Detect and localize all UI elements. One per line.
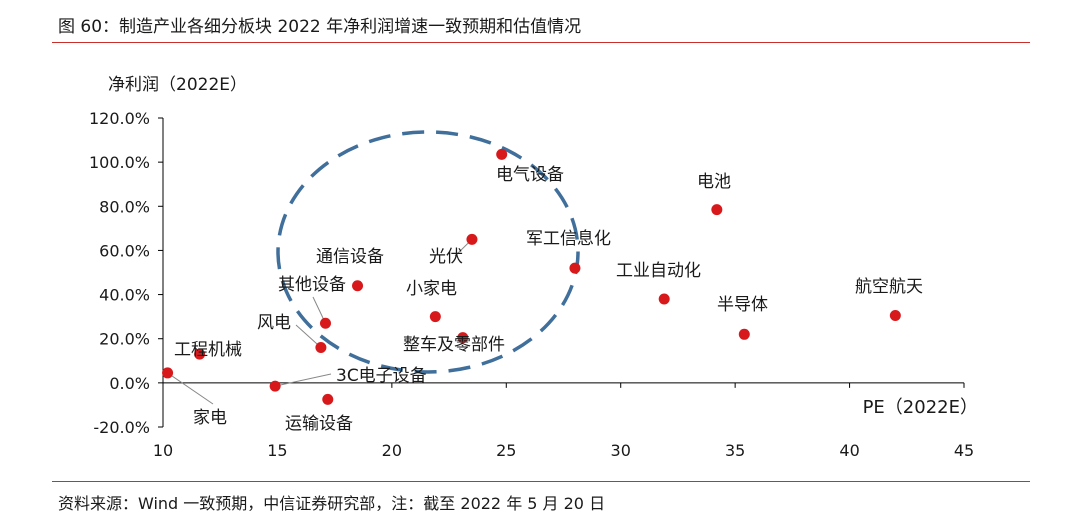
data-point <box>269 380 281 392</box>
leader-line <box>275 373 332 387</box>
y-tick-label: 120.0% <box>89 109 150 128</box>
y-axis-title: 净利润（2022E） <box>108 75 247 95</box>
y-tick-label: -20.0% <box>93 418 150 437</box>
data-point <box>569 262 581 274</box>
highlight-ellipse-layer <box>276 130 580 374</box>
y-tick-label: 100.0% <box>89 153 150 172</box>
data-label: 其他设备 <box>278 275 346 295</box>
data-label: 工程机械 <box>174 340 242 360</box>
data-label: 风电 <box>257 313 291 333</box>
x-axis-title: PE（2022E） <box>863 397 978 418</box>
figure-title: 图 60：制造产业各细分板块 2022 年净利润增速一致预期和估值情况 <box>58 17 582 37</box>
data-point <box>496 148 508 160</box>
highlight-ellipse <box>276 130 580 374</box>
title-divider <box>52 42 1030 43</box>
data-point <box>429 311 441 323</box>
data-point <box>738 328 750 340</box>
y-tick-label: 0.0% <box>109 374 150 393</box>
data-label: 半导体 <box>717 295 768 315</box>
x-tick-label: 25 <box>496 441 516 460</box>
data-point <box>315 342 327 354</box>
data-label: 家电 <box>193 408 227 428</box>
data-label: 光伏 <box>429 247 463 267</box>
x-tick-label: 40 <box>839 441 859 460</box>
x-tick-label: 30 <box>611 441 631 460</box>
axes: -20.0% 0.0% 20.0% 40.0% 60.0% 80.0% 100.0% 120.… <box>89 109 974 460</box>
y-tick-label: 60.0% <box>99 241 150 260</box>
data-label: 整车及零部件 <box>403 335 505 355</box>
y-tick-label: 80.0% <box>99 197 150 216</box>
data-label: 电气设备 <box>496 165 564 185</box>
data-label: 电池 <box>697 172 731 192</box>
data-point <box>162 367 174 379</box>
x-tick-label: 35 <box>725 441 745 460</box>
data-point <box>352 280 364 292</box>
data-point <box>658 293 670 305</box>
data-point <box>711 204 723 216</box>
data-points <box>162 148 901 405</box>
source-divider <box>52 481 1030 482</box>
data-label: 3C电子设备 <box>336 366 427 386</box>
x-tick-label: 45 <box>954 441 974 460</box>
data-point <box>194 348 206 360</box>
data-label: 运输设备 <box>285 414 353 434</box>
x-tick-label: 20 <box>382 441 402 460</box>
x-tick-label: 15 <box>267 441 287 460</box>
data-label: 工业自动化 <box>616 261 701 281</box>
data-point <box>466 233 478 245</box>
data-point <box>457 332 469 344</box>
data-point <box>319 317 331 329</box>
data-label: 通信设备 <box>316 247 384 267</box>
x-tick-label: 10 <box>153 441 173 460</box>
leader-line <box>167 372 214 405</box>
data-label: 军工信息化 <box>526 229 611 249</box>
data-point <box>322 393 334 405</box>
data-label: 航空航天 <box>855 277 923 297</box>
data-label: 小家电 <box>406 279 457 299</box>
source-note: 资料来源：Wind 一致预期，中信证券研究部，注：截至 2022 年 5 月 2… <box>58 494 606 513</box>
y-tick-label: 20.0% <box>99 330 150 349</box>
data-point <box>889 310 901 322</box>
leader-line <box>295 324 322 348</box>
y-tick-label: 40.0% <box>99 286 150 305</box>
